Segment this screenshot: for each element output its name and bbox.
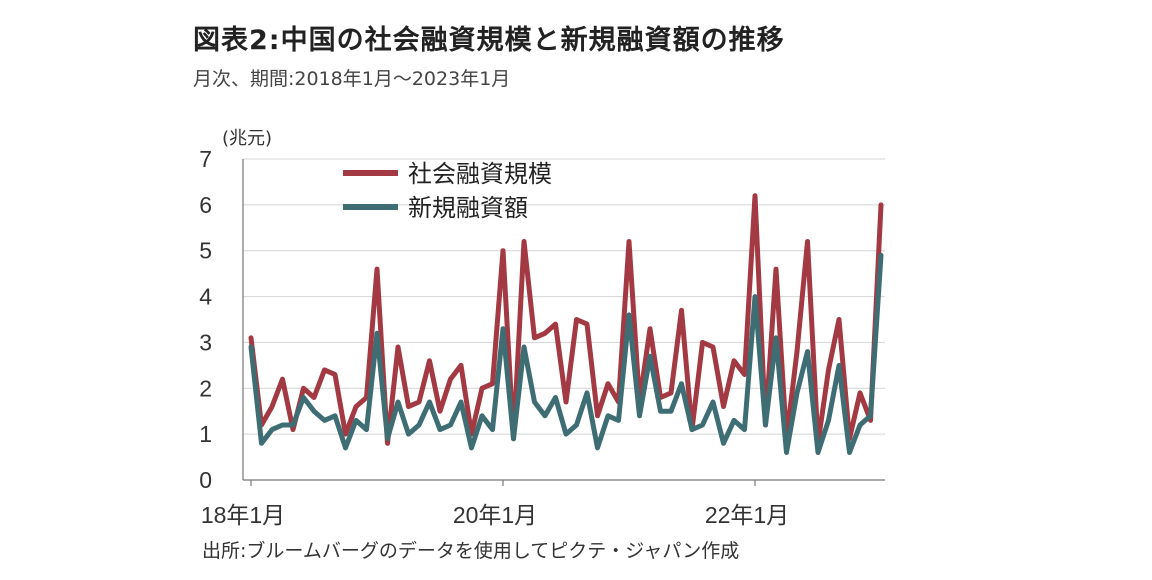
x-tick-label: 20年1月	[453, 502, 537, 528]
y-tick-label: 1	[199, 421, 212, 447]
y-axis-unit-label: (兆元)	[222, 128, 272, 149]
y-tick-label: 6	[199, 192, 212, 218]
series-line-new-loans	[248, 252, 884, 455]
x-tick-labels: 18年1月 20年1月 22年1月	[201, 502, 789, 528]
y-tick-label: 3	[199, 329, 212, 355]
legend-label: 新規融資額	[408, 194, 528, 222]
source-note: 出所:ブルームバーグのデータを使用してピクテ・ジャパン作成	[202, 540, 740, 562]
y-tick-label: 0	[199, 467, 212, 493]
x-tick-label: 18年1月	[201, 502, 285, 528]
y-tick-label: 7	[199, 146, 212, 172]
y-tick-label: 4	[199, 284, 212, 310]
x-tick-label: 22年1月	[705, 502, 789, 528]
chart-subtitle: 月次、期間:2018年1月〜2023年1月	[193, 68, 511, 90]
y-tick-label: 5	[199, 238, 212, 264]
series-lines	[248, 193, 884, 455]
series-line-total-social-financing	[248, 193, 884, 446]
y-tick-label: 2	[199, 375, 212, 401]
y-tick-labels: 0 1 2 3 4 5 6 7	[199, 146, 212, 493]
legend-label: 社会融資規模	[408, 160, 552, 188]
chart-plot: (兆元) 0 1 2 3 4 5 6 7 18年1月 20年1月 22年1月 社会融資規模新規融資…	[199, 128, 885, 528]
axes	[242, 159, 885, 486]
chart-title: 図表2:中国の社会融資規模と新規融資額の推移	[193, 25, 785, 56]
